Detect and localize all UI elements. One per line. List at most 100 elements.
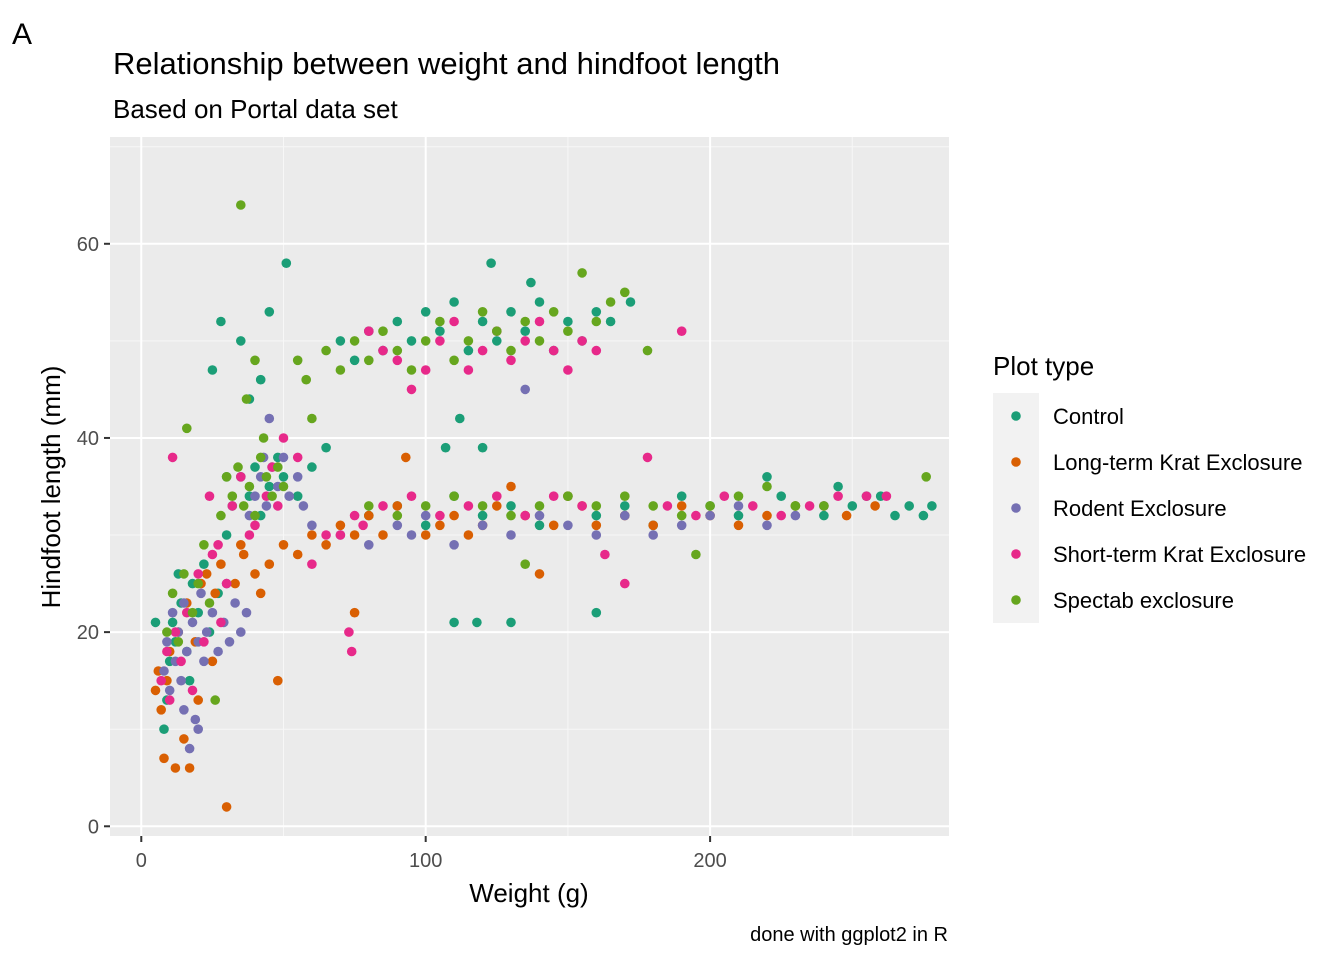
data-point: [182, 646, 192, 657]
data-point: [591, 607, 602, 618]
data-point: [401, 452, 411, 463]
data-point: [420, 510, 431, 521]
data-point: [150, 685, 161, 696]
data-point: [278, 433, 289, 443]
data-point: [162, 637, 172, 647]
data-point: [591, 316, 602, 327]
y-tick-label: 40: [77, 428, 99, 450]
data-point: [349, 607, 360, 618]
data-point: [719, 491, 730, 502]
chart-subtitle: Based on Portal data set: [113, 94, 399, 124]
data-point: [676, 510, 687, 521]
data-point: [221, 530, 232, 540]
data-point: [847, 501, 858, 511]
data-point: [241, 394, 252, 404]
data-point: [255, 588, 266, 599]
data-point: [216, 316, 226, 327]
data-point: [207, 607, 218, 618]
data-points: [150, 200, 937, 812]
x-axis: 0 100 200: [136, 836, 727, 872]
data-point: [600, 549, 610, 560]
data-point: [244, 481, 255, 492]
y-tick-label: 0: [88, 816, 99, 838]
data-point: [392, 316, 403, 327]
data-point: [420, 365, 431, 375]
chart-title: Relationship between weight and hindfoot…: [113, 46, 780, 81]
data-point: [548, 307, 559, 317]
data-point: [420, 520, 431, 531]
data-point: [477, 501, 488, 511]
data-point: [477, 442, 488, 453]
data-point: [420, 501, 431, 511]
data-point: [463, 365, 474, 375]
data-point: [534, 510, 545, 521]
data-point: [221, 472, 232, 482]
data-point: [691, 549, 701, 560]
data-point: [762, 472, 772, 482]
data-point: [284, 491, 295, 502]
data-point: [506, 355, 516, 366]
data-point: [492, 491, 502, 502]
data-point: [435, 316, 445, 327]
data-point: [506, 345, 516, 356]
data-point: [267, 491, 277, 502]
data-point: [167, 588, 178, 599]
data-point: [273, 675, 283, 686]
data-point: [358, 520, 368, 531]
data-point: [477, 520, 488, 531]
data-point: [435, 326, 445, 337]
data-point: [534, 569, 545, 579]
y-tick-label: 20: [77, 622, 99, 644]
data-point: [250, 569, 260, 579]
data-point: [605, 297, 616, 307]
data-point: [204, 598, 215, 608]
data-point: [449, 617, 459, 628]
data-point: [167, 452, 178, 463]
data-point: [292, 355, 303, 366]
data-point: [477, 307, 488, 317]
data-point: [292, 452, 303, 463]
data-point: [221, 802, 232, 812]
data-point: [164, 695, 175, 705]
data-point: [213, 540, 223, 550]
data-point: [534, 520, 545, 531]
data-point: [520, 510, 530, 521]
data-point: [364, 501, 374, 511]
data-point: [210, 588, 220, 599]
data-point: [224, 637, 235, 647]
data-point: [193, 578, 203, 589]
data-point: [563, 491, 573, 502]
data-point: [904, 501, 914, 511]
data-point: [233, 462, 243, 472]
data-point: [321, 345, 331, 356]
data-point: [591, 530, 602, 540]
data-point: [193, 695, 203, 705]
data-point: [620, 510, 630, 521]
data-point: [213, 646, 223, 657]
data-point: [449, 510, 459, 521]
data-point: [591, 501, 602, 511]
data-point: [406, 365, 417, 375]
data-point: [790, 510, 801, 521]
x-tick-label: 100: [409, 850, 442, 872]
data-point: [278, 452, 289, 463]
data-point: [159, 666, 169, 676]
data-point: [184, 763, 195, 773]
data-point: [250, 520, 260, 531]
panel-tag: A: [12, 18, 32, 51]
data-point: [335, 336, 346, 346]
data-point: [435, 336, 445, 346]
data-point: [748, 501, 758, 511]
data-point: [227, 501, 238, 511]
data-point: [216, 617, 226, 628]
data-point: [364, 355, 374, 366]
data-point: [236, 540, 246, 550]
data-point: [577, 336, 587, 346]
data-point: [534, 297, 545, 307]
data-point: [762, 481, 772, 492]
data-point: [918, 510, 929, 521]
data-point: [307, 413, 317, 424]
data-point: [201, 627, 212, 637]
data-point: [520, 559, 530, 569]
